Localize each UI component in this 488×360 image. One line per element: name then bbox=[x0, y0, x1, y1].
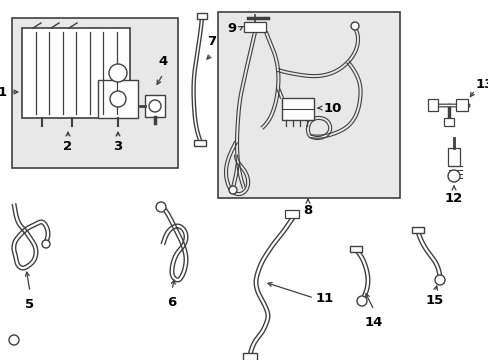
Circle shape bbox=[42, 240, 50, 248]
Text: 3: 3 bbox=[113, 140, 122, 153]
Bar bbox=[218, 12, 399, 198]
Bar bbox=[194, 140, 205, 146]
Text: 11: 11 bbox=[315, 292, 334, 305]
Circle shape bbox=[149, 100, 161, 112]
Circle shape bbox=[434, 275, 444, 285]
Bar bbox=[455, 99, 467, 111]
Bar bbox=[349, 246, 361, 252]
Bar bbox=[411, 227, 423, 233]
Text: 1: 1 bbox=[0, 85, 7, 99]
Bar bbox=[285, 210, 298, 218]
Circle shape bbox=[356, 296, 366, 306]
Bar bbox=[22, 28, 130, 118]
Bar bbox=[244, 22, 265, 32]
Text: 8: 8 bbox=[303, 204, 312, 217]
Bar bbox=[447, 148, 459, 166]
Text: 10: 10 bbox=[324, 102, 342, 114]
Bar bbox=[145, 95, 164, 117]
Text: 14: 14 bbox=[364, 316, 383, 329]
Bar bbox=[98, 80, 138, 118]
Bar bbox=[197, 13, 206, 19]
Text: 5: 5 bbox=[25, 298, 35, 311]
Text: 12: 12 bbox=[444, 192, 462, 205]
Circle shape bbox=[350, 22, 358, 30]
Text: 2: 2 bbox=[63, 140, 72, 153]
Text: 4: 4 bbox=[158, 55, 167, 68]
Circle shape bbox=[110, 91, 126, 107]
Bar bbox=[243, 353, 257, 360]
Circle shape bbox=[109, 64, 127, 82]
Text: 13: 13 bbox=[475, 78, 488, 91]
Text: 6: 6 bbox=[167, 296, 176, 309]
Bar bbox=[443, 118, 453, 126]
Circle shape bbox=[228, 186, 237, 194]
Bar bbox=[12, 18, 178, 168]
Bar bbox=[282, 98, 313, 120]
Circle shape bbox=[9, 335, 19, 345]
Bar bbox=[427, 99, 437, 111]
Text: 15: 15 bbox=[425, 294, 443, 307]
Circle shape bbox=[156, 202, 165, 212]
Text: 9: 9 bbox=[226, 22, 236, 35]
Circle shape bbox=[447, 170, 459, 182]
Text: 7: 7 bbox=[207, 35, 216, 48]
